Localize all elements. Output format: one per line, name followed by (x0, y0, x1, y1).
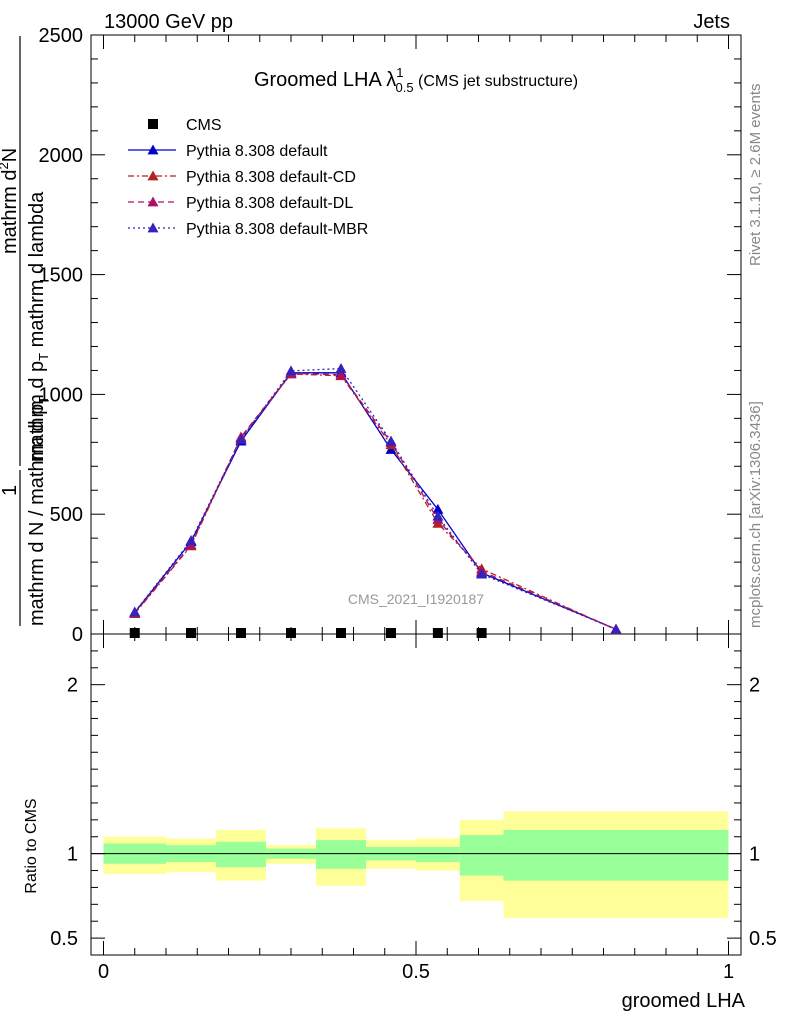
series-3-marker (335, 363, 347, 373)
header-right: Jets (693, 11, 730, 33)
legend-marker-2 (147, 196, 159, 207)
x-tick-label: 1 (723, 961, 734, 983)
legend-cms-label: CMS (186, 117, 222, 134)
inner-band-7 (459, 835, 504, 876)
ylabel-main-den: mathrm d pT mathrm d lambda (26, 191, 51, 462)
main-y-ticks: 0 500 1000 1500 2000 2500 (39, 25, 741, 646)
cms-data-point (336, 628, 346, 638)
cms-data-point (386, 628, 396, 638)
x-tick-label: 0.5 (402, 961, 430, 983)
ylabel-main-den-text: mathrm d p (26, 361, 48, 462)
legend-cms-marker (148, 119, 158, 129)
main-ytick-label: 500 (50, 504, 83, 526)
cms-data-point (186, 628, 196, 638)
main-ytick-label: 0 (72, 624, 83, 646)
series-2-marker (335, 369, 347, 380)
ratio-y-axis-label: Ratio to CMS (23, 798, 40, 893)
ylabel-num-text: mathrm d (0, 170, 21, 254)
x-axis-label: groomed LHA (622, 990, 746, 1012)
mcplots-reference: mcplots.cern.ch [arXiv:1306.3436] (747, 401, 764, 628)
ratio-ytick-label-right: 1 (749, 844, 760, 866)
mc-series (129, 363, 622, 635)
cms-data-point (236, 628, 246, 638)
ratio-ytick-label-left: 2 (67, 675, 78, 697)
ylabel-num-tail: N (0, 148, 21, 162)
ratio-uncertainty-bands (103, 811, 729, 918)
ylabel-main-num: mathrm d2N (0, 148, 21, 254)
legend-marker-1 (147, 170, 159, 181)
ylabel-fraction-den: mathrm d N / mathrm d pT (26, 396, 51, 626)
inner-band-8 (503, 829, 729, 881)
inner-band-6 (416, 846, 460, 863)
ylabel-den-sub: T (36, 396, 51, 404)
cms-data-points (129, 628, 487, 638)
analysis-watermark: CMS_2021_I1920187 (348, 591, 484, 607)
series-3-marker (385, 435, 397, 446)
series-3-marker (610, 623, 622, 634)
title-sub: 0.5 (395, 80, 413, 95)
cms-data-point (432, 628, 443, 638)
ylabel-fraction-num: 1 (0, 485, 21, 496)
cms-data-point (476, 628, 487, 638)
inner-band-4 (316, 840, 366, 869)
series-3-marker (185, 535, 197, 545)
main-title: Groomed LHA λ1 0.5 (CMS jet substructure) (254, 65, 578, 95)
series-3-marker (129, 606, 141, 617)
legend: CMS Pythia 8.308 default Pythia 8.308 defa… (128, 117, 368, 238)
series-3-marker (285, 365, 297, 376)
title-sup: 1 (396, 65, 403, 80)
main-ytick-label: 2000 (39, 145, 84, 167)
ratio-y-ticks: 0.5 0.5 1 1 2 2 (50, 650, 777, 950)
ratio-ytick-label-right: 0.5 (749, 928, 777, 950)
title-symbol: λ (386, 69, 396, 91)
rivet-version: Rivet 3.1.10, ≥ 2.6M events (747, 84, 764, 267)
legend-label-2: Pythia 8.308 default-DL (186, 195, 353, 212)
main-y-axis-label: 1 mathrm d N / mathrm d pT mathrm d2N ma… (0, 36, 51, 626)
legend-label-1: Pythia 8.308 default-CD (186, 169, 356, 186)
inner-band-2 (216, 841, 266, 868)
series-3-marker (235, 433, 247, 444)
cms-data-point (286, 628, 296, 638)
series-3-marker (432, 510, 444, 521)
main-ytick-label: 1000 (39, 384, 84, 406)
ylabel-main-den-sub: T (36, 353, 51, 361)
ratio-ytick-label-left: 1 (67, 844, 78, 866)
ylabel-num-sup: 2 (0, 162, 11, 169)
legend-label-0: Pythia 8.308 default (186, 143, 328, 160)
header-left: 13000 GeV pp (104, 11, 233, 33)
main-ytick-label: 2500 (39, 25, 84, 47)
ylabel-main-den-tail: mathrm d lambda (26, 191, 48, 353)
series-3-marker (476, 568, 488, 579)
legend-marker-0 (147, 144, 159, 155)
title-suffix: (CMS jet substructure) (414, 73, 578, 90)
main-ytick-label: 1500 (39, 265, 84, 287)
ratio-ytick-label-right: 2 (749, 675, 760, 697)
ratio-ytick-label-left: 0.5 (50, 928, 78, 950)
legend-marker-3 (147, 222, 159, 233)
ylabel-den-text: mathrm d N / mathrm d p (26, 404, 48, 626)
legend-label-3: Pythia 8.308 default-MBR (186, 221, 368, 238)
cms-data-point (129, 628, 140, 638)
title-prefix: Groomed LHA (254, 69, 386, 91)
series-0-marker (432, 503, 444, 514)
x-tick-label: 0 (98, 961, 109, 983)
